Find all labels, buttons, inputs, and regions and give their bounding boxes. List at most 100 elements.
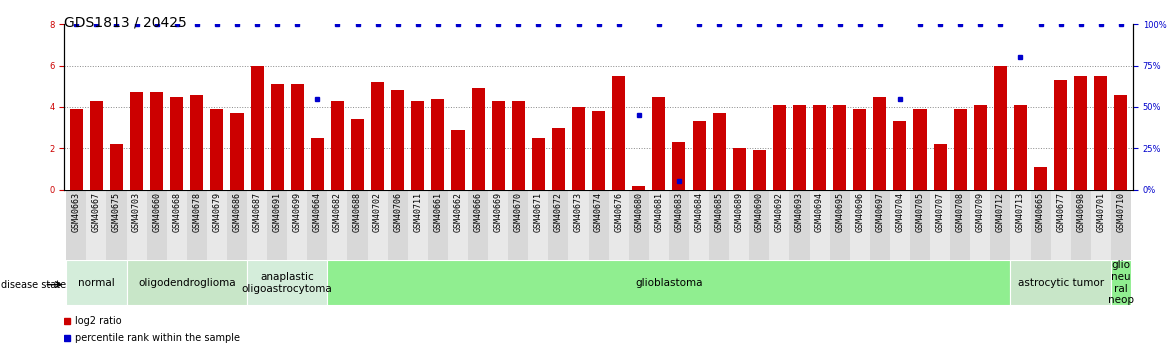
Text: glio
neu
ral
neop: glio neu ral neop xyxy=(1108,260,1134,305)
Bar xyxy=(933,144,946,190)
Text: GSM40695: GSM40695 xyxy=(835,192,844,232)
Bar xyxy=(648,190,669,260)
Text: GSM40706: GSM40706 xyxy=(394,192,402,232)
Text: GSM40674: GSM40674 xyxy=(595,192,603,232)
Bar xyxy=(1034,167,1047,190)
Bar xyxy=(813,105,826,190)
Text: GSM40672: GSM40672 xyxy=(554,192,563,232)
Bar xyxy=(528,190,549,260)
Bar xyxy=(287,190,307,260)
Text: GSM40696: GSM40696 xyxy=(855,192,864,232)
Text: GSM40669: GSM40669 xyxy=(494,192,502,232)
Bar xyxy=(689,190,709,260)
Text: GSM40684: GSM40684 xyxy=(695,192,703,232)
Text: GSM40660: GSM40660 xyxy=(152,192,161,232)
Text: GSM40708: GSM40708 xyxy=(955,192,965,232)
Text: GSM40661: GSM40661 xyxy=(433,192,443,232)
Text: GSM40694: GSM40694 xyxy=(815,192,825,232)
Text: GSM40707: GSM40707 xyxy=(936,192,945,232)
Bar xyxy=(890,190,910,260)
Text: GSM40692: GSM40692 xyxy=(774,192,784,232)
Text: GSM40688: GSM40688 xyxy=(353,192,362,232)
Bar xyxy=(468,190,488,260)
Text: GSM40697: GSM40697 xyxy=(875,192,884,232)
Bar xyxy=(492,101,505,190)
Text: GSM40685: GSM40685 xyxy=(715,192,724,232)
Text: GSM40701: GSM40701 xyxy=(1097,192,1105,232)
Bar xyxy=(809,190,829,260)
Bar xyxy=(790,190,809,260)
Bar xyxy=(1094,76,1107,190)
Text: GSM40713: GSM40713 xyxy=(1016,192,1026,232)
Bar xyxy=(773,105,786,190)
Text: GSM40677: GSM40677 xyxy=(1056,192,1065,232)
Bar xyxy=(1054,80,1068,190)
Bar xyxy=(391,90,404,190)
Bar xyxy=(210,109,223,190)
Bar xyxy=(693,121,705,190)
Text: GSM40691: GSM40691 xyxy=(272,192,281,232)
Bar xyxy=(130,92,144,190)
Text: astrocytic tumor: astrocytic tumor xyxy=(1017,278,1104,288)
Bar xyxy=(974,105,987,190)
Bar xyxy=(1091,190,1111,260)
Bar xyxy=(874,97,887,190)
Text: disease state: disease state xyxy=(1,280,67,289)
Bar xyxy=(1114,95,1127,190)
Text: GSM40709: GSM40709 xyxy=(975,192,985,232)
Text: oligodendroglioma: oligodendroglioma xyxy=(138,278,236,288)
Bar xyxy=(971,190,990,260)
Bar xyxy=(709,190,729,260)
Bar xyxy=(669,190,689,260)
Bar xyxy=(86,190,106,260)
Bar xyxy=(171,97,183,190)
Bar xyxy=(990,190,1010,260)
Bar xyxy=(227,190,248,260)
Text: GSM40705: GSM40705 xyxy=(916,192,925,232)
Text: GSM40663: GSM40663 xyxy=(71,192,81,232)
Bar xyxy=(849,190,870,260)
Bar xyxy=(572,107,585,190)
Bar xyxy=(894,121,906,190)
Text: GDS1813 / 20425: GDS1813 / 20425 xyxy=(64,16,187,30)
Bar xyxy=(388,190,408,260)
Bar xyxy=(609,190,628,260)
Text: anaplastic
oligoastrocytoma: anaplastic oligoastrocytoma xyxy=(242,272,333,294)
Text: glioblastoma: glioblastoma xyxy=(635,278,703,288)
Bar xyxy=(291,84,304,190)
Text: GSM40671: GSM40671 xyxy=(534,192,543,232)
Bar xyxy=(1010,260,1111,305)
Text: percentile rank within the sample: percentile rank within the sample xyxy=(75,333,239,343)
Text: GSM40698: GSM40698 xyxy=(1076,192,1085,232)
Bar xyxy=(531,138,544,190)
Text: GSM40662: GSM40662 xyxy=(453,192,463,232)
Bar xyxy=(930,190,950,260)
Bar xyxy=(612,76,625,190)
Bar xyxy=(371,82,384,190)
Bar xyxy=(732,148,745,190)
Bar xyxy=(348,190,368,260)
Bar xyxy=(569,190,589,260)
Bar xyxy=(953,109,967,190)
Text: normal: normal xyxy=(78,278,114,288)
Bar xyxy=(854,109,867,190)
Bar xyxy=(248,260,327,305)
Bar xyxy=(427,190,449,260)
Text: GSM40666: GSM40666 xyxy=(473,192,482,232)
Bar xyxy=(793,105,806,190)
Bar xyxy=(352,119,364,190)
Bar xyxy=(368,190,388,260)
Bar xyxy=(70,109,83,190)
Bar xyxy=(913,109,926,190)
Bar xyxy=(90,101,103,190)
Bar xyxy=(106,190,126,260)
Bar xyxy=(248,190,267,260)
Bar xyxy=(628,190,648,260)
Bar xyxy=(512,101,524,190)
Bar xyxy=(449,190,468,260)
Text: GSM40682: GSM40682 xyxy=(333,192,342,232)
Bar xyxy=(151,92,164,190)
Bar xyxy=(910,190,930,260)
Bar xyxy=(452,130,465,190)
Bar xyxy=(190,95,203,190)
